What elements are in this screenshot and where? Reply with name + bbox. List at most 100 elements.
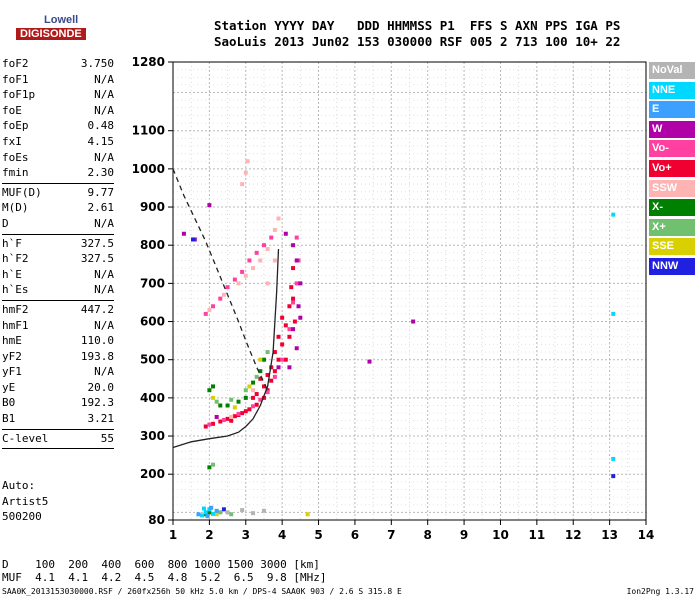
header-line-2: SaoLuis 2013 Jun02 153 030000 RSF 005 2 … — [214, 34, 621, 49]
param-value: N/A — [94, 72, 114, 86]
param-row: foEs N/A — [2, 150, 114, 166]
param-row: hmF1 N/A — [2, 318, 114, 334]
x-tick-label: 4 — [278, 528, 286, 542]
data-point — [203, 424, 208, 429]
data-point — [225, 510, 230, 515]
data-point — [261, 357, 266, 362]
data-point — [294, 235, 299, 240]
station-header: Station YYYY DAY DDD HHMMSS P1 FFS S AXN… — [214, 18, 620, 50]
param-label: B0 — [2, 396, 16, 410]
data-point — [203, 510, 208, 515]
data-point — [611, 456, 616, 461]
data-point — [207, 388, 212, 393]
param-row: B0 192.3 — [2, 395, 114, 411]
data-point — [258, 397, 263, 402]
param-value: 0.48 — [87, 119, 115, 133]
data-point — [245, 159, 250, 164]
data-point — [251, 395, 256, 400]
data-point — [294, 346, 299, 351]
param-row: h`F2 327.5 — [2, 251, 114, 267]
data-point — [205, 514, 210, 519]
data-point — [218, 403, 223, 408]
data-point — [240, 508, 245, 513]
x-tick-label: 5 — [314, 528, 322, 542]
data-point — [214, 414, 219, 419]
param-label: foF1p — [2, 88, 36, 102]
data-point — [243, 409, 248, 414]
data-point — [291, 327, 296, 332]
data-point — [280, 357, 285, 362]
param-value: 20.0 — [87, 380, 115, 394]
data-point — [261, 243, 266, 248]
x-tick-label: 2 — [205, 528, 213, 542]
data-point — [276, 216, 281, 221]
data-point — [243, 170, 248, 175]
auto-line-2: Artist5 — [2, 494, 49, 508]
data-point — [287, 304, 292, 309]
data-point — [207, 510, 212, 515]
legend-item: NNE — [649, 81, 695, 99]
data-point — [243, 273, 248, 278]
header-line-1: Station YYYY DAY DDD HHMMSS P1 FFS S AXN… — [214, 18, 621, 33]
param-row: foF2 3.750 — [2, 56, 114, 72]
y-tick-label: 300 — [140, 429, 165, 443]
y-tick-label: 1100 — [132, 124, 165, 138]
data-point — [291, 243, 296, 248]
distance-row: D 100 200 400 600 800 1000 1500 3000 [km… — [2, 558, 320, 571]
param-value: N/A — [94, 365, 114, 379]
param-separator — [2, 299, 114, 301]
data-point — [258, 369, 263, 374]
data-point — [251, 380, 256, 385]
data-point — [211, 395, 216, 400]
chart-axes: 1 2 3 4 5 6 7 8 9 10 11 12 13 14802003004005006007008… — [132, 55, 655, 542]
param-label: foF2 — [2, 57, 29, 70]
data-point — [214, 512, 219, 517]
muf-row: MUF 4.1 4.1 4.2 4.5 4.8 5.2 6.5 9.8 [MHz… — [2, 571, 327, 584]
data-point — [225, 416, 230, 421]
data-point — [291, 296, 296, 301]
x-tick-label: 12 — [565, 528, 582, 542]
param-label: foEp — [2, 119, 29, 133]
legend-item: NoVal — [649, 62, 695, 79]
data-point — [218, 510, 223, 515]
logo-lowell-text: Lowell — [44, 14, 79, 26]
param-separator — [2, 428, 114, 430]
data-point — [611, 212, 616, 217]
param-row: B1 3.21 — [2, 411, 114, 427]
data-point — [211, 511, 216, 516]
param-separator — [2, 233, 114, 235]
data-point — [221, 507, 226, 512]
data-point — [214, 508, 219, 513]
data-point — [207, 203, 212, 208]
data-point — [203, 311, 208, 316]
data-point — [218, 419, 223, 424]
x-tick-label: 10 — [492, 528, 509, 542]
data-point — [232, 277, 237, 282]
legend-item: X+ — [649, 218, 695, 236]
data-point — [283, 231, 288, 236]
data-point — [225, 403, 230, 408]
param-value: 3.750 — [80, 57, 114, 70]
data-point — [236, 399, 241, 404]
chart-grid — [172, 62, 647, 520]
data-point — [214, 399, 219, 404]
data-point — [283, 357, 288, 362]
data-point — [254, 402, 259, 407]
data-point — [298, 281, 303, 286]
data-point — [247, 407, 252, 412]
x-tick-label: 7 — [387, 528, 395, 542]
param-row: h`E N/A — [2, 267, 114, 283]
param-label: foE — [2, 103, 22, 117]
data-point — [221, 292, 226, 297]
legend: NoVal NNE E W Vo- Vo+ SSW X- X+ SSE NNW — [649, 62, 695, 278]
param-value: N/A — [94, 103, 114, 117]
param-value: 2.61 — [87, 201, 115, 215]
param-row: fxI 4.15 — [2, 134, 114, 150]
data-point — [240, 269, 245, 274]
y-tick-label: 500 — [140, 353, 165, 367]
auto-line-3: 500200 — [2, 510, 42, 524]
profile-curve — [172, 248, 280, 449]
param-value: 9.77 — [87, 185, 115, 199]
param-label: h`Es — [2, 283, 29, 297]
